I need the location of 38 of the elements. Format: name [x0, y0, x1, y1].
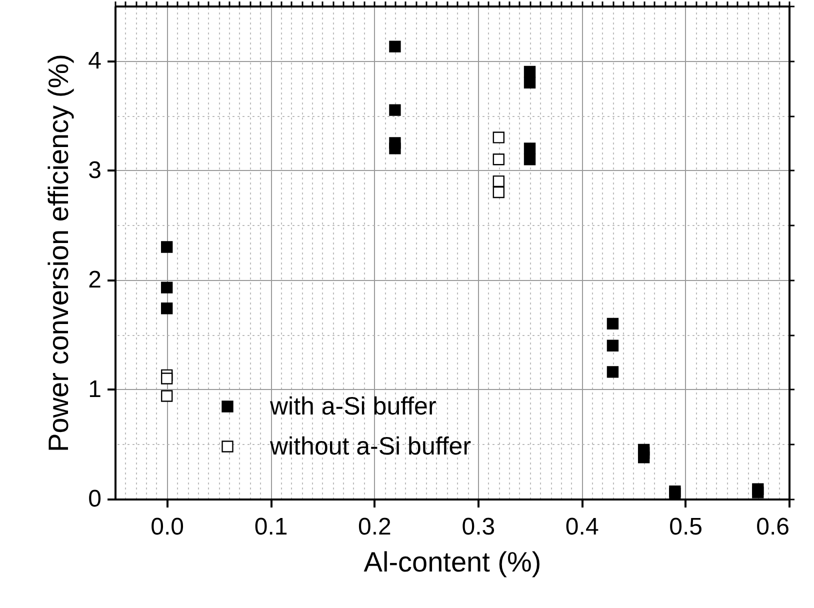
point — [606, 366, 619, 378]
x-axis-title: Al-content (%) — [364, 546, 542, 578]
point — [669, 488, 681, 500]
y-tick-label: 3 — [88, 156, 102, 184]
point — [524, 76, 536, 89]
point — [524, 66, 536, 78]
x-tick-label: 0.3 — [462, 514, 496, 540]
point — [606, 340, 619, 352]
x-tick-label: 0.2 — [358, 514, 392, 540]
point — [161, 302, 173, 314]
point — [638, 452, 650, 464]
y-tick-label: 0 — [88, 486, 102, 512]
y-tick-label: 1 — [88, 376, 102, 403]
x-tick-label: 0.6 — [756, 514, 790, 540]
point — [161, 241, 173, 253]
y-tick-label: 2 — [88, 266, 102, 294]
point — [524, 154, 536, 166]
point — [524, 142, 536, 154]
y-tick-label: 4 — [88, 47, 102, 74]
legend-label: without a-Si buffer — [269, 432, 472, 460]
point — [161, 390, 173, 402]
point — [161, 282, 173, 294]
legend-label: with a-Si buffer — [269, 392, 436, 420]
x-tick-label: 0.1 — [254, 514, 288, 540]
x-tick-label: 0.4 — [565, 514, 599, 540]
point — [492, 175, 505, 188]
point — [161, 372, 173, 384]
y-axis-title: Power conversion efficiency (%) — [43, 54, 74, 452]
point — [389, 40, 401, 52]
x-tick-label: 0.5 — [669, 514, 702, 540]
x-tick-label: 0.0 — [150, 514, 184, 540]
point — [606, 318, 619, 330]
point — [492, 132, 505, 144]
point — [492, 154, 505, 166]
point — [389, 142, 401, 154]
point — [389, 104, 401, 116]
point — [492, 186, 505, 198]
point — [752, 486, 764, 498]
